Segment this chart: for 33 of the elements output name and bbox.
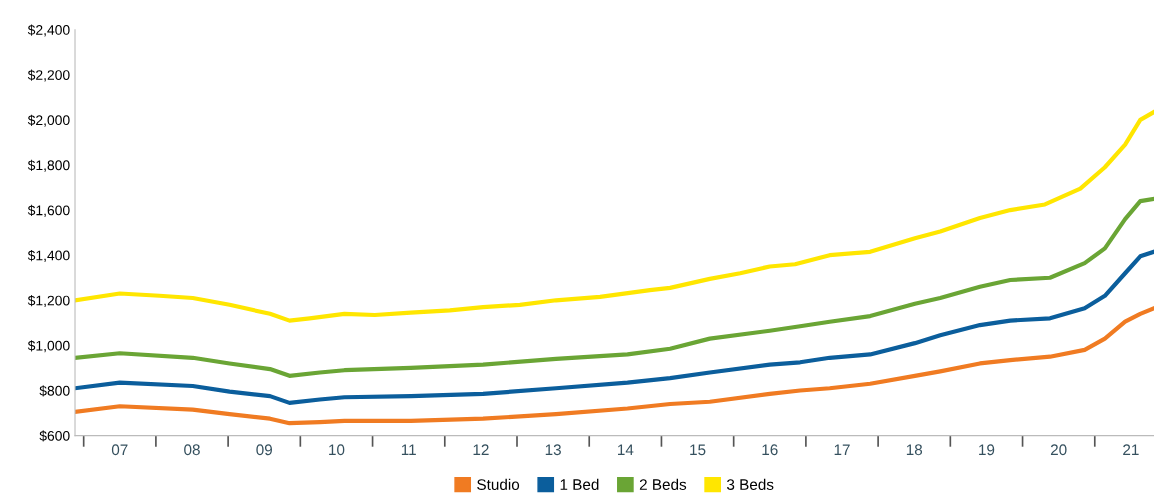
x-tick-label: 10 [329, 444, 345, 456]
y-tick-label: $1,800 [27, 159, 70, 172]
x-tick-label: 18 [906, 444, 923, 456]
x-tick-label: 11 [401, 444, 416, 455]
legend-label: Studio [477, 478, 520, 490]
y-tick-label: $1,400 [27, 249, 70, 263]
y-tick-label: $1,200 [27, 295, 70, 308]
x-tick-label: 08 [184, 444, 200, 456]
x-tick-label: 20 [1050, 444, 1067, 456]
x-tick-label: 13 [545, 444, 561, 456]
y-tick-label: $1,000 [27, 340, 70, 353]
line-series [75, 196, 1154, 378]
y-tick-label: $800 [39, 385, 70, 397]
y-tick-label: $600 [39, 430, 70, 442]
y-tick-label: $1,600 [27, 204, 70, 217]
line-series [75, 109, 1154, 323]
x-tick-label: 19 [979, 444, 995, 456]
x-tick-label: 16 [762, 444, 778, 456]
x-tick-label: 21 [1123, 444, 1139, 455]
x-tick-label: 09 [256, 444, 272, 456]
legend-label: 3 Beds [726, 478, 774, 490]
line-series [75, 249, 1154, 405]
x-tick-label: 15 [690, 444, 706, 456]
legend-label: 1 Bed [560, 478, 599, 490]
y-tick-label: $2,200 [27, 69, 70, 82]
y-tick-label: $2,000 [27, 114, 70, 127]
legend-label: 2 Beds [639, 478, 687, 490]
x-tick-label: 17 [834, 444, 850, 455]
line-series [75, 306, 1154, 426]
x-tick-label: 14 [618, 444, 634, 455]
x-tick-label: 07 [111, 444, 128, 456]
x-tick-label: 12 [473, 444, 489, 455]
y-tick-label: $2,400 [27, 24, 70, 37]
